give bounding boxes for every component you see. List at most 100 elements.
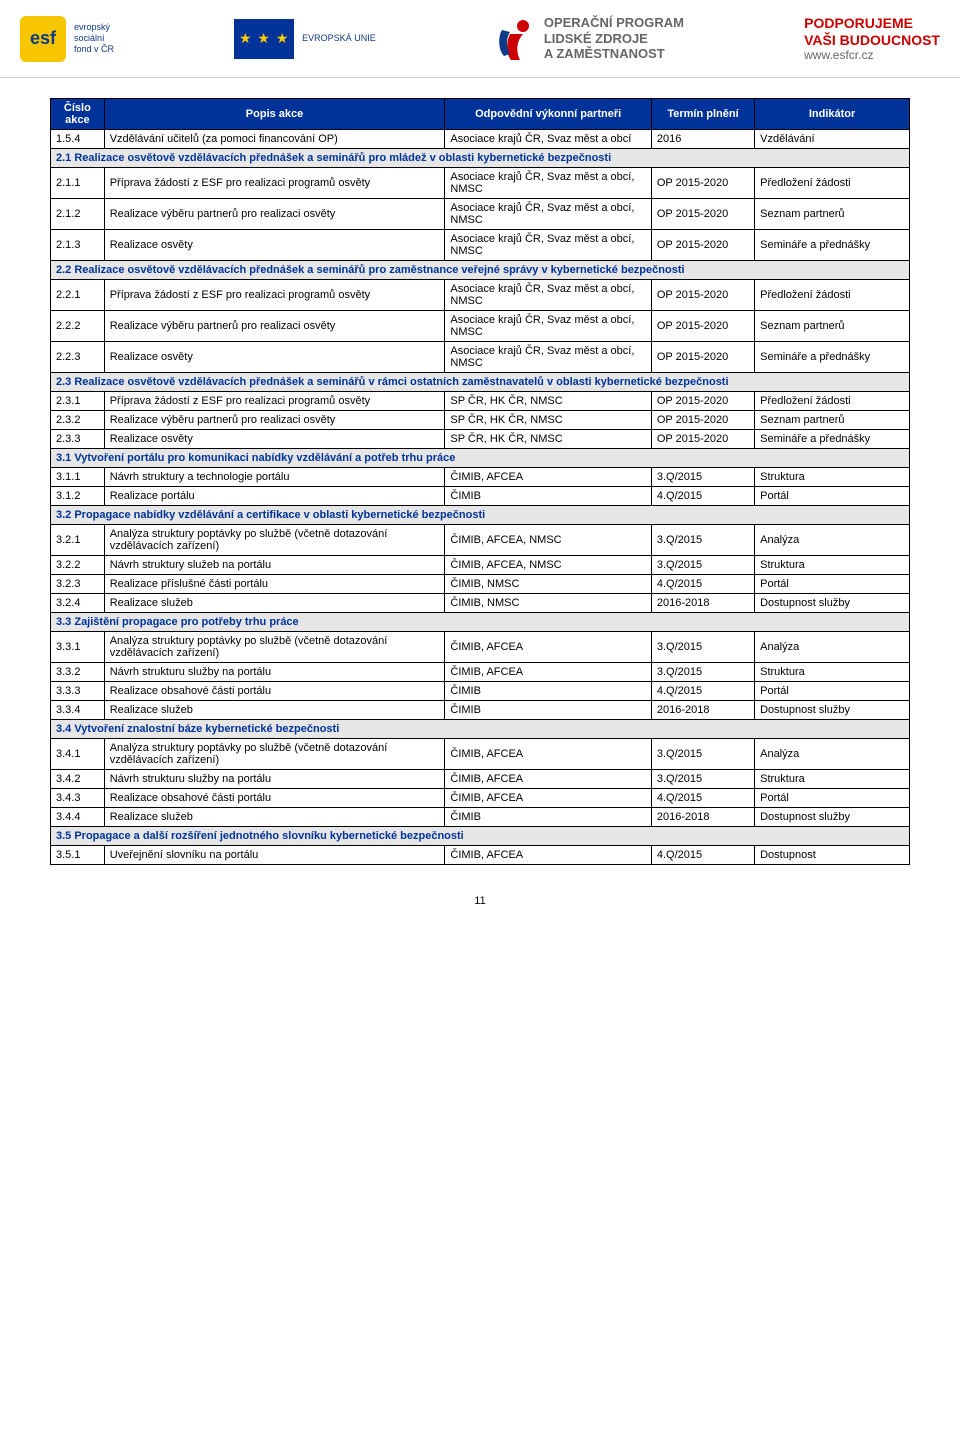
- table-row: 2.2.1Příprava žádostí z ESF pro realizac…: [51, 280, 910, 311]
- cell-desc: Realizace příslušné části portálu: [104, 575, 445, 594]
- table-row: 3.4.1Analýza struktury poptávky po služb…: [51, 739, 910, 770]
- cell-ind: Dostupnost služby: [755, 808, 910, 827]
- cell-term: OP 2015-2020: [651, 230, 754, 261]
- cell-partner: SP ČR, HK ČR, NMSC: [445, 411, 651, 430]
- th-term: Termín plnění: [651, 99, 754, 130]
- table-row: 3.3.2Návrh strukturu služby na portáluČI…: [51, 663, 910, 682]
- section-cell: 2.2 Realizace osvětově vzdělávacích před…: [51, 261, 910, 280]
- section-cell: 3.4 Vytvoření znalostní báze kybernetick…: [51, 720, 910, 739]
- cell-partner: Asociace krajů ČR, Svaz měst a obcí, NMS…: [445, 199, 651, 230]
- cell-term: 3.Q/2015: [651, 663, 754, 682]
- cell-partner: ČIMIB: [445, 487, 651, 506]
- cell-desc: Analýza struktury poptávky po službě (vč…: [104, 739, 445, 770]
- cell-num: 2.1.3: [51, 230, 105, 261]
- cell-desc: Vzdělávání učitelů (za pomoci financován…: [104, 130, 445, 149]
- cell-term: OP 2015-2020: [651, 392, 754, 411]
- cell-num: 2.1.2: [51, 199, 105, 230]
- cell-term: OP 2015-2020: [651, 168, 754, 199]
- cell-desc: Realizace výběru partnerů pro realizaci …: [104, 199, 445, 230]
- table-row: 2.1.3Realizace osvětyAsociace krajů ČR, …: [51, 230, 910, 261]
- table-row: 3.1.1Návrh struktury a technologie portá…: [51, 468, 910, 487]
- table-row: 2.3.3Realizace osvětySP ČR, HK ČR, NMSCO…: [51, 430, 910, 449]
- table-row: 3.2.4Realizace služebČIMIB, NMSC2016-201…: [51, 594, 910, 613]
- table-row: 2.2.3Realizace osvětyAsociace krajů ČR, …: [51, 342, 910, 373]
- cell-ind: Struktura: [755, 663, 910, 682]
- cell-partner: ČIMIB, AFCEA: [445, 632, 651, 663]
- section-cell: 2.1 Realizace osvětově vzdělávacích před…: [51, 149, 910, 168]
- cell-partner: ČIMIB, AFCEA: [445, 770, 651, 789]
- cell-partner: ČIMIB: [445, 701, 651, 720]
- cell-num: 3.2.4: [51, 594, 105, 613]
- cell-desc: Realizace výběru partnerů pro realizaci …: [104, 311, 445, 342]
- cell-num: 1.5.4: [51, 130, 105, 149]
- cell-partner: ČIMIB: [445, 682, 651, 701]
- cell-ind: Semináře a přednášky: [755, 342, 910, 373]
- cell-desc: Analýza struktury poptávky po službě (vč…: [104, 632, 445, 663]
- cell-term: 2016-2018: [651, 594, 754, 613]
- cell-num: 3.3.2: [51, 663, 105, 682]
- cell-term: 3.Q/2015: [651, 632, 754, 663]
- cell-partner: ČIMIB, AFCEA: [445, 846, 651, 865]
- cell-partner: Asociace krajů ČR, Svaz měst a obcí, NMS…: [445, 311, 651, 342]
- esf-label: evropský sociální fond v ČR: [74, 22, 114, 54]
- cell-term: 4.Q/2015: [651, 682, 754, 701]
- table-row: 2.1.2Realizace výběru partnerů pro reali…: [51, 199, 910, 230]
- cell-desc: Návrh strukturu služby na portálu: [104, 663, 445, 682]
- cell-desc: Příprava žádostí z ESF pro realizaci pro…: [104, 280, 445, 311]
- cell-ind: Dostupnost služby: [755, 594, 910, 613]
- eu-logo-block: ★ ★ ★ EVROPSKÁ UNIE: [234, 19, 376, 59]
- cell-desc: Realizace portálu: [104, 487, 445, 506]
- table-row: 3.4.3Realizace obsahové části portáluČIM…: [51, 789, 910, 808]
- table-row: 3.4.4Realizace služebČIMIB2016-2018Dostu…: [51, 808, 910, 827]
- table-row: 3.4.2Návrh strukturu služby na portáluČI…: [51, 770, 910, 789]
- cell-ind: Portál: [755, 789, 910, 808]
- table-row: 3.2.1Analýza struktury poptávky po služb…: [51, 525, 910, 556]
- section-row: 3.1 Vytvoření portálu pro komunikaci nab…: [51, 449, 910, 468]
- cell-num: 2.2.1: [51, 280, 105, 311]
- cell-term: 4.Q/2015: [651, 789, 754, 808]
- esf-logo-block: esf evropský sociální fond v ČR: [20, 16, 114, 62]
- cell-num: 3.5.1: [51, 846, 105, 865]
- cell-partner: SP ČR, HK ČR, NMSC: [445, 392, 651, 411]
- cell-ind: Předložení žádosti: [755, 280, 910, 311]
- table-row: 3.3.1Analýza struktury poptávky po služb…: [51, 632, 910, 663]
- th-partner: Odpovědní výkonní partneři: [445, 99, 651, 130]
- cell-desc: Realizace služeb: [104, 701, 445, 720]
- cell-ind: Analýza: [755, 739, 910, 770]
- support-line1: PODPORUJEME: [804, 15, 940, 32]
- cell-desc: Návrh strukturu služby na portálu: [104, 770, 445, 789]
- th-desc: Popis akce: [104, 99, 445, 130]
- cell-num: 3.4.3: [51, 789, 105, 808]
- section-row: 2.1 Realizace osvětově vzdělávacích před…: [51, 149, 910, 168]
- cell-num: 2.2.3: [51, 342, 105, 373]
- cell-term: OP 2015-2020: [651, 199, 754, 230]
- op-line3: A ZAMĚSTNANOST: [544, 46, 684, 62]
- header-banner: esf evropský sociální fond v ČR ★ ★ ★ EV…: [0, 0, 960, 78]
- cell-partner: ČIMIB, AFCEA: [445, 739, 651, 770]
- cell-ind: Seznam partnerů: [755, 311, 910, 342]
- cell-partner: ČIMIB, NMSC: [445, 594, 651, 613]
- cell-term: 3.Q/2015: [651, 739, 754, 770]
- cell-term: OP 2015-2020: [651, 411, 754, 430]
- cell-num: 3.3.1: [51, 632, 105, 663]
- op-line2: LIDSKÉ ZDROJE: [544, 31, 684, 47]
- section-row: 2.2 Realizace osvětově vzdělávacích před…: [51, 261, 910, 280]
- section-row: 3.3 Zajištění propagace pro potřeby trhu…: [51, 613, 910, 632]
- cell-num: 3.2.1: [51, 525, 105, 556]
- cell-partner: ČIMIB, AFCEA, NMSC: [445, 556, 651, 575]
- section-cell: 3.2 Propagace nabídky vzdělávání a certi…: [51, 506, 910, 525]
- op-line1: OPERAČNÍ PROGRAM: [544, 15, 684, 31]
- section-row: 3.5 Propagace a další rozšíření jednotné…: [51, 827, 910, 846]
- action-table: Číslo akce Popis akce Odpovědní výkonní …: [50, 98, 910, 865]
- cell-ind: Portál: [755, 682, 910, 701]
- cell-ind: Portál: [755, 487, 910, 506]
- cell-term: OP 2015-2020: [651, 311, 754, 342]
- cell-ind: Analýza: [755, 525, 910, 556]
- eu-flag-icon: ★ ★ ★: [234, 19, 294, 59]
- table-row: 3.3.4Realizace služebČIMIB2016-2018Dostu…: [51, 701, 910, 720]
- cell-num: 2.3.3: [51, 430, 105, 449]
- table-row: 3.1.2Realizace portáluČIMIB4.Q/2015Portá…: [51, 487, 910, 506]
- cell-ind: Struktura: [755, 468, 910, 487]
- cell-num: 2.3.2: [51, 411, 105, 430]
- cell-ind: Předložení žádosti: [755, 168, 910, 199]
